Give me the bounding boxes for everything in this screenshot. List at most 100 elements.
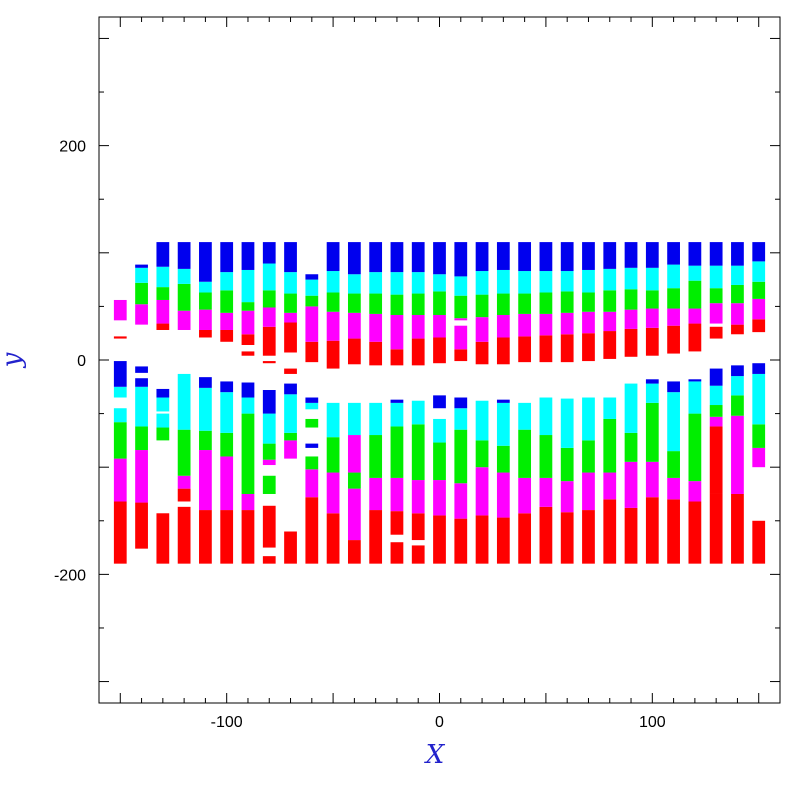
bar-segment-lower-0-2 [113, 422, 127, 459]
bar-segment-upper-26-4 [667, 242, 680, 265]
bar-segment-upper-5-2 [220, 290, 234, 313]
bar-segment-upper-9-2 [305, 295, 319, 307]
bar-segment-upper-25-2 [645, 290, 659, 309]
bar-segment-lower-28-2 [709, 416, 723, 427]
bar-segment-lower-3-1 [177, 488, 191, 502]
bar-segment-upper-14-1 [411, 314, 425, 339]
bar-segment-lower-15-3 [433, 418, 446, 443]
bar-segment-lower-22-3 [582, 397, 595, 441]
bar-segment-upper-4-2 [199, 292, 212, 310]
bar-segment-upper-9-1 [305, 306, 319, 342]
bar-segment-upper-28-4 [709, 242, 723, 266]
bar-segment-upper-10-0 [326, 340, 340, 369]
bar-segment-upper-8-0 [284, 368, 297, 374]
bar-segment-upper-30-2 [752, 281, 766, 299]
bar-segment-lower-27-0 [688, 501, 702, 564]
bar-segment-lower-7-3 [262, 459, 276, 466]
bar-segment-upper-17-3 [475, 271, 489, 295]
bar-segment-lower-27-2 [688, 413, 702, 482]
bar-segment-upper-22-0 [582, 333, 595, 362]
bar-segment-upper-18-1 [496, 314, 510, 338]
bar-segment-lower-11-1 [347, 488, 361, 541]
bar-segment-lower-9-1 [305, 469, 319, 498]
bar-segment-upper-27-4 [688, 242, 702, 266]
bar-segment-upper-21-0 [560, 334, 574, 363]
bar-segment-lower-9-4 [305, 418, 319, 428]
bar-segment-lower-12-3 [369, 402, 383, 436]
bar-segment-upper-18-0 [496, 337, 510, 365]
bar-segment-lower-5-2 [220, 432, 234, 457]
x-tick-label: 0 [435, 714, 444, 731]
bar-segment-lower-8-0 [284, 531, 297, 564]
bar-segment-lower-2-4 [156, 388, 170, 398]
bar-segment-lower-21-2 [560, 447, 574, 482]
bar-segment-lower-6-1 [241, 493, 255, 511]
bar-segment-upper-8-1 [284, 322, 297, 353]
bar-segment-lower-6-0 [241, 510, 255, 564]
bar-segment-lower-16-4 [454, 397, 468, 409]
bar-segment-upper-15-3 [433, 274, 446, 292]
bar-segment-lower-28-0 [709, 493, 723, 564]
bar-segment-lower-16-1 [454, 483, 468, 519]
bar-segment-lower-12-1 [369, 477, 383, 511]
bar-segment-upper-19-3 [518, 271, 532, 294]
bar-segment-upper-14-3 [411, 272, 425, 294]
bar-segment-upper-23-2 [603, 290, 617, 312]
bar-segment-lower-20-2 [539, 435, 553, 478]
bar-segment-upper-30-3 [752, 261, 766, 282]
bar-segment-lower-26-0 [667, 499, 680, 564]
bar-segment-upper-22-4 [582, 242, 595, 270]
bar-segment-lower-5-0 [220, 510, 234, 564]
bar-segment-upper-27-1 [688, 308, 702, 324]
bar-segment-lower-17-2 [475, 440, 489, 468]
bar-segment-upper-26-2 [667, 288, 680, 309]
bar-segment-upper-13-0 [390, 349, 404, 366]
bar-segment-upper-28-1 [709, 303, 723, 324]
bar-segment-upper-21-4 [560, 242, 574, 272]
bar-segment-upper-17-4 [475, 242, 489, 272]
bar-segment-lower-15-2 [433, 442, 446, 481]
bar-segment-lower-23-2 [603, 418, 617, 473]
bar-segment-lower-5-3 [220, 392, 234, 433]
bar-segment-lower-9-3 [305, 443, 319, 448]
bar-segment-upper-4-0 [199, 329, 212, 338]
bar-segment-upper-20-2 [539, 292, 553, 314]
bar-segment-lower-30-0 [752, 520, 766, 564]
bar-segment-lower-10-3 [326, 402, 340, 438]
bar-segment-upper-17-0 [475, 341, 489, 365]
bar-segment-upper-3-3 [177, 242, 191, 269]
bar-segment-upper-4-3 [199, 281, 212, 293]
bar-segment-upper-15-4 [433, 242, 446, 275]
bar-segment-lower-30-2 [752, 424, 766, 448]
bar-segment-lower-26-1 [667, 477, 680, 500]
bar-segment-lower-23-1 [603, 472, 617, 500]
bar-segment-lower-7-1 [262, 505, 276, 548]
bar-segment-upper-17-1 [475, 317, 489, 342]
bar-segment-lower-24-0 [624, 507, 638, 564]
bar-segment-upper-1-3 [135, 264, 148, 268]
bar-segment-lower-8-3 [284, 394, 297, 433]
bar-segment-lower-23-0 [603, 499, 617, 564]
bar-segment-lower-15-0 [433, 515, 446, 564]
bar-segment-lower-15-1 [433, 480, 446, 516]
bar-segment-lower-3-0 [177, 506, 191, 564]
bar-segment-lower-6-2 [241, 413, 255, 494]
bar-segment-upper-4-1 [199, 309, 212, 330]
bar-segment-upper-12-0 [369, 341, 383, 366]
y-axis-title: y [0, 352, 27, 368]
bar-segment-lower-1-1 [135, 450, 148, 503]
bar-segment-upper-25-1 [645, 308, 659, 328]
bar-segment-lower-9-6 [305, 397, 319, 403]
bar-segment-lower-3-2 [177, 475, 191, 489]
bar-segment-upper-8-3 [284, 293, 297, 313]
bar-segment-lower-1-5 [135, 366, 148, 373]
bar-segment-lower-13-0 [390, 542, 404, 564]
bar-segment-lower-7-5 [262, 413, 276, 444]
bar-segment-lower-2-0 [156, 513, 170, 564]
bar-segment-upper-13-4 [390, 242, 404, 273]
bar-segment-upper-26-1 [667, 308, 680, 326]
bar-segment-upper-16-0 [454, 349, 468, 362]
bar-segment-upper-16-3 [454, 295, 468, 319]
bar-segment-lower-7-6 [262, 390, 276, 414]
